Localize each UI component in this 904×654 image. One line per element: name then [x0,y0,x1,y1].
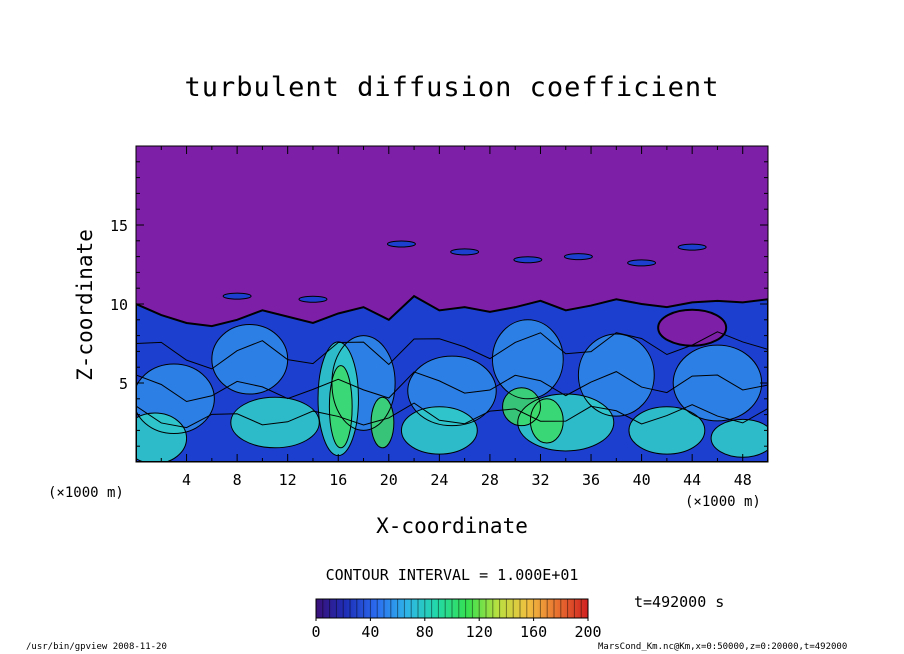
contour-patch [386,240,416,248]
field-region [329,365,353,448]
field-region [211,324,288,395]
colorbar-gradient [316,599,588,618]
x-tick-label: 12 [279,471,297,489]
contour-patch [222,292,252,300]
colorbar-tick-label: 0 [311,623,320,641]
field-region [578,334,655,417]
x-tick-label: 36 [582,471,600,489]
plot-area [135,145,769,463]
y-tick-label: 5 [119,375,128,393]
contour-line [370,396,395,449]
colorbar-tick-labels: 0 40 80 120 160 200 [311,618,602,641]
x-tick-label: 48 [734,471,752,489]
contour-patch [513,256,543,264]
x-axis-label: X-coordinate [376,514,528,538]
x-tick-label: 16 [329,471,347,489]
y-axis: 5 10 15 [110,161,768,447]
colorbar-tick-label: 120 [466,623,493,641]
y-tick-label: 15 [110,217,128,235]
y-tick-label: 10 [110,296,128,314]
x-tick-label: 44 [683,471,701,489]
contour-line [577,333,655,417]
field-region [628,406,705,455]
footer-right-text: MarsCond_Km.nc@Km,x=0:50000,z=0:20000,t=… [598,642,848,652]
contour-line [136,371,768,403]
y-axis-label: Z-coordinate [73,229,97,381]
contour-line [136,294,768,462]
field-region [711,419,768,458]
turbulent-field [136,296,768,462]
x-tick-label: 28 [481,471,499,489]
contour-interval-note: CONTOUR INTERVAL = 1.000E+01 [325,566,579,584]
contour-patch [677,243,707,251]
contour-line [328,365,353,449]
contour-line [491,319,564,400]
x-tick-label: 24 [430,471,448,489]
x-tick-label: 40 [633,471,651,489]
contour-line [136,363,215,435]
contour-patch [563,253,593,261]
colorbar-tick-label: 40 [361,623,379,641]
contour-line [502,387,541,427]
x-unit-left: (×1000 m) [48,485,124,501]
contour-line [136,331,768,370]
x-tick-label: 4 [182,471,191,489]
footer-left-text: /usr/bin/gpview 2008-11-20 [26,642,167,652]
contour-line [529,398,564,444]
contour-line [211,324,289,395]
field-region [371,397,394,448]
x-tick-label: 20 [380,471,398,489]
x-tick-label: 32 [531,471,549,489]
contour-patch [298,295,328,303]
chart-title: turbulent diffusion coefficient [184,72,720,103]
colorbar-tick-label: 160 [520,623,547,641]
x-axis: 4 8 12 16 20 24 28 32 36 40 44 48 [160,146,752,489]
contour-patch [450,248,480,256]
colorbar-tick-label: 200 [574,623,601,641]
contour-line [136,412,188,462]
x-tick-label: 8 [233,471,242,489]
field-region [401,406,478,455]
field-region [492,319,564,399]
contour-line [407,355,497,427]
colorbar-frame [315,598,589,619]
contour-lines [136,240,768,462]
field-region [673,345,762,421]
colorbar-contour-marks [322,599,582,618]
contour-line [517,393,615,452]
colorbar: 0 40 80 120 160 200 [311,598,602,641]
contour-patch [627,259,657,267]
field-region-edge [657,308,728,347]
time-label: t=492000 s [634,593,725,611]
colorbar-tick-label: 80 [416,623,434,641]
field-region [230,397,320,448]
x-unit-right: (×1000 m) [685,494,761,510]
contour-line [136,402,768,429]
contour-line [628,406,706,455]
